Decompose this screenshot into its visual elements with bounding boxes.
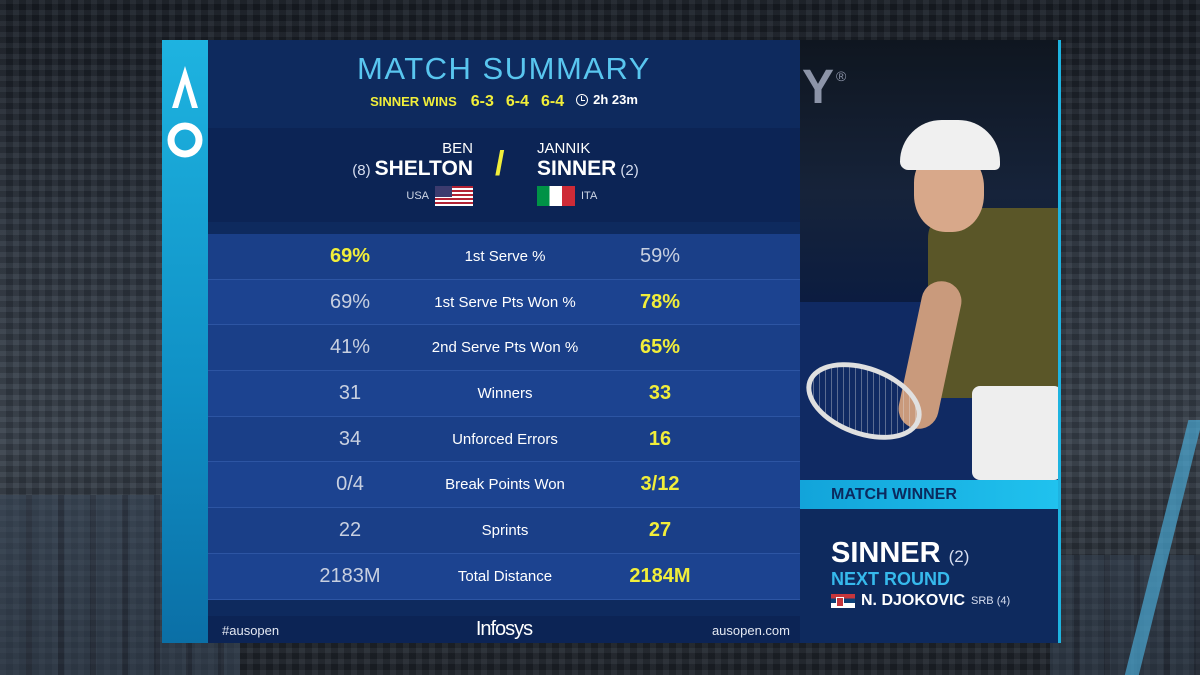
usa-flag-icon: [435, 186, 473, 206]
player-country: ITA: [537, 186, 643, 206]
stat-right-value: 3/12: [640, 473, 680, 496]
duration-text: 2h 23m: [593, 92, 638, 107]
player-cap: [900, 120, 1000, 170]
set-score: 6-4: [505, 92, 529, 110]
player-first-name: BEN: [442, 140, 473, 157]
match-winner-heading-bar: MATCH WINNER: [800, 480, 1060, 509]
player-photo: Y ®: [800, 40, 1060, 480]
player-seed: (2): [620, 162, 639, 179]
clock-icon: [576, 93, 589, 106]
stat-label: Unforced Errors: [452, 430, 558, 448]
winner-text: SINNER WINS: [370, 93, 457, 109]
match-duration: 2h 23m: [576, 92, 638, 107]
stat-row: 41% 2nd Serve Pts Won % 65%: [208, 325, 800, 372]
player-seed: (8): [352, 162, 371, 179]
next-opponent: N. DJOKOVIC SRB (4): [831, 592, 1010, 610]
player-left: BEN (8) SHELTON USA: [348, 140, 473, 206]
stat-label: 1st Serve %: [464, 248, 546, 265]
country-code: ITA: [581, 190, 598, 202]
stat-row: 31 Winners 33: [208, 371, 800, 417]
stat-left-value: 34: [338, 427, 362, 450]
player-first-name: JANNIK: [537, 140, 591, 157]
stat-row: 2183M Total Distance 2184M: [208, 553, 800, 600]
stat-label: 2nd Serve Pts Won %: [431, 339, 579, 357]
panel-title: MATCH SUMMARY: [357, 51, 651, 86]
stat-right-value: 59%: [639, 245, 681, 267]
players-header: BEN (8) SHELTON USA / JANNIK SINNER (2) IT…: [208, 128, 800, 222]
match-winner-heading: MATCH WINNER: [831, 486, 957, 503]
stat-left-value: 41%: [329, 336, 371, 359]
opponent-meta: SRB (4): [971, 595, 1011, 607]
set-score: 6-3: [470, 92, 494, 110]
score-line: SINNER WINS 6-3 6-4 6-4 2h 23m: [208, 92, 800, 111]
ao-sidebar: [162, 40, 208, 643]
stat-row: 34 Unforced Errors 16: [208, 416, 800, 463]
stat-right-value: 78%: [639, 290, 681, 313]
italy-flag-icon: [537, 186, 575, 206]
serbia-flag-icon: [831, 594, 855, 608]
player-country: USA: [348, 186, 473, 206]
match-winner-box: SINNER (2) NEXT ROUND N. DJOKOVIC SRB (4…: [800, 509, 1060, 643]
stat-label: 1st Serve Pts Won %: [434, 293, 576, 311]
stat-left-value: 0/4: [336, 473, 364, 496]
stat-row: 69% 1st Serve % 59%: [208, 234, 800, 280]
set-score: 6-4: [540, 92, 565, 110]
stat-left-value: 31: [338, 382, 362, 405]
registered-mark: ®: [836, 68, 847, 84]
match-summary-panel: MATCH SUMMARY SINNER WINS 6-3 6-4 6-4 2h…: [208, 40, 800, 643]
stat-left-value: 2183M: [319, 564, 381, 587]
stat-right-value: 65%: [639, 336, 681, 359]
stat-right-value: 16: [648, 427, 672, 450]
player-right: JANNIK SINNER (2) ITA: [537, 140, 643, 206]
country-code: USA: [406, 190, 429, 202]
website-url: ausopen.com: [711, 623, 790, 638]
stat-left-value: 22: [338, 519, 362, 542]
player-shorts: [972, 386, 1060, 480]
player-last-name: SINNER: [537, 157, 617, 180]
stat-label: Winners: [477, 385, 533, 403]
frame-edge-line: [1058, 40, 1061, 643]
stats-table: 69% 1st Serve % 59% 69% 1st Serve Pts Won % 7…: [208, 234, 800, 600]
stat-right-value: 27: [648, 519, 672, 542]
opponent-name: N. DJOKOVIC: [861, 592, 966, 609]
stat-label: Total Distance: [457, 567, 553, 585]
stat-right-value: 33: [648, 382, 672, 405]
hashtag: #ausopen: [222, 623, 280, 638]
sponsor-logo: Infosys: [475, 618, 533, 640]
stat-row: 69% 1st Serve Pts Won % 78%: [208, 279, 800, 326]
winner-name: SINNER: [831, 537, 941, 569]
stat-label: Break Points Won: [445, 476, 565, 494]
stat-row: 22 Sprints 27: [208, 508, 800, 554]
ao-logo-icon: [167, 66, 203, 158]
stadium-seats-right: [1050, 555, 1200, 675]
stat-row: 0/4 Break Points Won 3/12: [208, 462, 800, 509]
player-last-name: SHELTON: [374, 157, 473, 180]
versus-slash: /: [495, 145, 505, 183]
stat-label: Sprints: [481, 522, 529, 540]
stat-left-value: 69%: [329, 245, 371, 267]
next-round-label: NEXT ROUND: [831, 569, 951, 589]
panel-footer: #ausopen Infosys ausopen.com: [208, 616, 800, 643]
winner-seed: (2): [948, 547, 970, 566]
sponsor-sign: Y: [802, 61, 835, 114]
stat-right-value: 2184M: [629, 564, 691, 587]
stat-left-value: 69%: [329, 290, 371, 313]
